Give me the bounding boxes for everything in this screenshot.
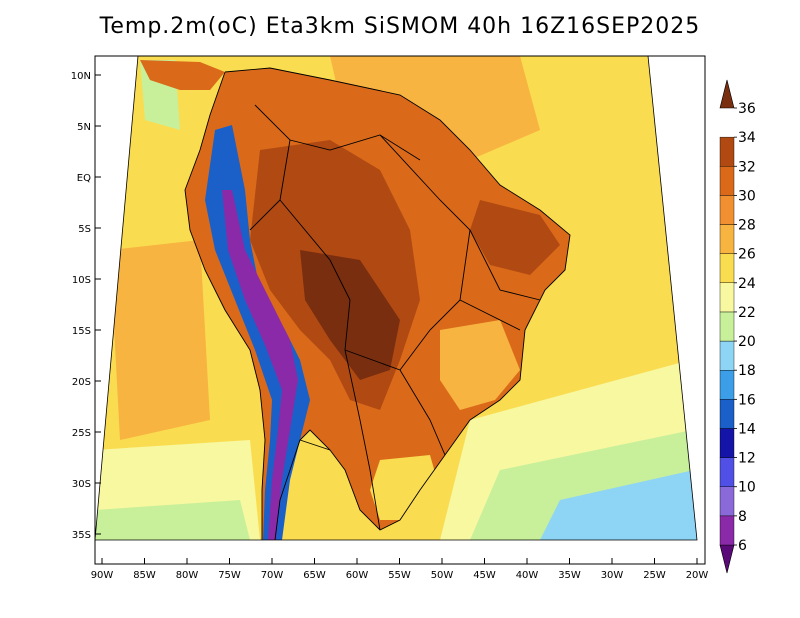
- lon-tick-label: 70W: [261, 570, 284, 581]
- colorbar-segment: [719, 515, 735, 546]
- mild-south-land: [370, 455, 440, 520]
- lon-tick-label: 85W: [133, 570, 156, 581]
- map-title: Temp.2m(oC) Eta3km SiSMOM 40h 16Z16SEP20…: [99, 14, 701, 39]
- colorbar-label: 20: [738, 334, 756, 350]
- lat-tick-label: 5N: [77, 122, 91, 133]
- colorbar-label: 36: [738, 101, 756, 117]
- colorbar-label: 18: [738, 363, 756, 379]
- lat-tick-label: 35S: [72, 530, 91, 541]
- colorbar-label: 12: [738, 451, 756, 467]
- map-domain: [95, 56, 697, 540]
- colorbar-label: 16: [738, 392, 756, 408]
- longitude-axis: 90W 85W 80W 75W 70W 65W 60W 55W 50W 45W 40W 35W 30W 2…: [91, 558, 709, 581]
- colorbar-bottom-arrow: [719, 544, 735, 574]
- lat-tick-label: 15S: [72, 326, 91, 337]
- colorbar-segment: [719, 457, 735, 487]
- lon-tick-label: 40W: [516, 570, 539, 581]
- colorbar-label: 8: [738, 509, 747, 525]
- latitude-axis: 10N 5N EQ 5S 10S 15S 20S 25S 30S 35S: [71, 71, 101, 541]
- colorbar-segment: [719, 399, 735, 429]
- colorbar-segment: [719, 282, 735, 313]
- lon-tick-label: 20W: [686, 570, 709, 581]
- lon-tick-label: 60W: [346, 570, 369, 581]
- lon-tick-label: 55W: [388, 570, 411, 581]
- colorbar-label: 24: [738, 276, 756, 292]
- colorbar-label: 32: [738, 159, 756, 175]
- andes-coldest-band: [222, 190, 298, 540]
- colorbar-segment: [719, 166, 735, 196]
- political-borders: [184, 67, 571, 540]
- colorbar-segment: [719, 136, 735, 167]
- colorbar: 6 8 10 12 14 16 18 20 22 24 26 28 30 32 34 36: [719, 79, 756, 574]
- colorbar-segment: [719, 428, 735, 458]
- colorbar-segment: [719, 224, 735, 254]
- lon-tick-label: 25W: [643, 570, 666, 581]
- colorbar-segment: [719, 370, 735, 400]
- lon-tick-label: 35W: [558, 570, 581, 581]
- hottest-interior: [300, 250, 400, 380]
- warm-ocean-north: [330, 56, 540, 160]
- lat-tick-label: 30S: [72, 479, 91, 490]
- colorbar-segment: [719, 195, 735, 225]
- lon-tick-label: 30W: [601, 570, 624, 581]
- colorbar-segment: [719, 311, 735, 342]
- lon-tick-label: 80W: [176, 570, 199, 581]
- lon-tick-label: 90W: [91, 570, 114, 581]
- colorbar-label: 14: [738, 421, 756, 437]
- lat-tick-label: 10S: [72, 275, 91, 286]
- central-america-land: [140, 60, 225, 90]
- lon-tick-label: 75W: [218, 570, 241, 581]
- colorbar-label: 22: [738, 305, 756, 321]
- lat-tick-label: 5S: [78, 224, 91, 235]
- lon-tick-label: 65W: [303, 570, 326, 581]
- colorbar-label: 30: [738, 188, 756, 204]
- warm-ocean-west: [110, 240, 210, 440]
- lon-tick-label: 50W: [431, 570, 454, 581]
- colorbar-top-arrow: [719, 79, 735, 109]
- lat-tick-label: 10N: [71, 71, 91, 82]
- lon-tick-label: 45W: [473, 570, 496, 581]
- colorbar-label: 6: [738, 538, 747, 554]
- lat-tick-label: 20S: [72, 377, 91, 388]
- colorbar-segment: [719, 486, 735, 517]
- colorbar-label: 26: [738, 247, 756, 263]
- colder-ocean-southeast: [540, 470, 697, 540]
- cold-ocean-southwest: [95, 500, 250, 540]
- colorbar-label: 34: [738, 130, 756, 146]
- lat-tick-label: EQ: [77, 173, 91, 184]
- colorbar-segment: [719, 253, 735, 284]
- hot-northeast: [470, 200, 560, 275]
- lat-tick-label: 25S: [72, 428, 91, 439]
- colorbar-label: 28: [738, 218, 756, 234]
- colorbar-segment: [719, 340, 735, 371]
- colorbar-label: 10: [738, 480, 756, 496]
- warm-southeast-land: [440, 320, 520, 410]
